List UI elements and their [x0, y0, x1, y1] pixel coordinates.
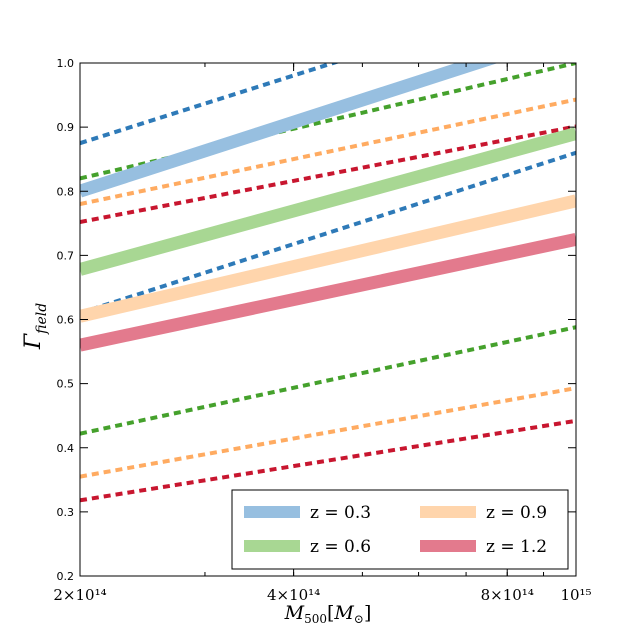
y-axis-label: Γfield — [21, 303, 50, 350]
lower-bound-line-z03 — [80, 150, 576, 315]
lower-bound-line-z06 — [80, 325, 576, 436]
legend-label-z03: z = 0.3 — [310, 503, 371, 523]
x-tick-label: 8×10¹⁴ — [481, 586, 534, 604]
x-tick-label: 4×10¹⁴ — [267, 586, 320, 604]
y-tick-label: 0.5 — [57, 378, 75, 391]
band-line-z06 — [80, 127, 576, 276]
ticks-layer: 0.2 0.3 0.4 0.5 0.6 0.7 0.8 0.9 1.0 2×10¹⁴ 4×10¹⁴ 8… — [53, 57, 591, 604]
y-tick-label: 0.4 — [57, 442, 75, 455]
y-tick-label: 0.9 — [57, 121, 75, 134]
x-tick-label: 10¹⁵ — [560, 586, 591, 604]
y-tick-label: 0.6 — [57, 314, 75, 327]
band-line-z03 — [80, 63, 498, 198]
band-line-z12 — [80, 232, 576, 352]
legend-label-z12: z = 1.2 — [486, 537, 547, 557]
y-tick-label: 0.3 — [57, 506, 75, 519]
x-axis-label: M500[M⊙] — [284, 602, 372, 626]
legend-label-z09: z = 0.9 — [486, 503, 547, 523]
upper-bound-line-z12 — [80, 124, 576, 224]
y-tick-label: 1.0 — [57, 57, 75, 70]
band-line-z09 — [80, 194, 576, 323]
upper-bound-line-z03 — [80, 63, 340, 146]
legend-box — [231, 489, 569, 570]
legend-label-z06: z = 0.6 — [310, 537, 371, 557]
x-tick-label: 2×10¹⁴ — [53, 586, 106, 604]
y-tick-label: 0.8 — [57, 185, 75, 198]
legend: z = 0.3 z = 0.6 z = 0.9 z = 1.2 — [231, 489, 569, 570]
y-tick-label: 0.7 — [57, 249, 75, 262]
series-layer — [80, 63, 576, 503]
y-tick-label: 0.2 — [57, 570, 75, 583]
upper-bound-line-z09 — [80, 97, 576, 207]
